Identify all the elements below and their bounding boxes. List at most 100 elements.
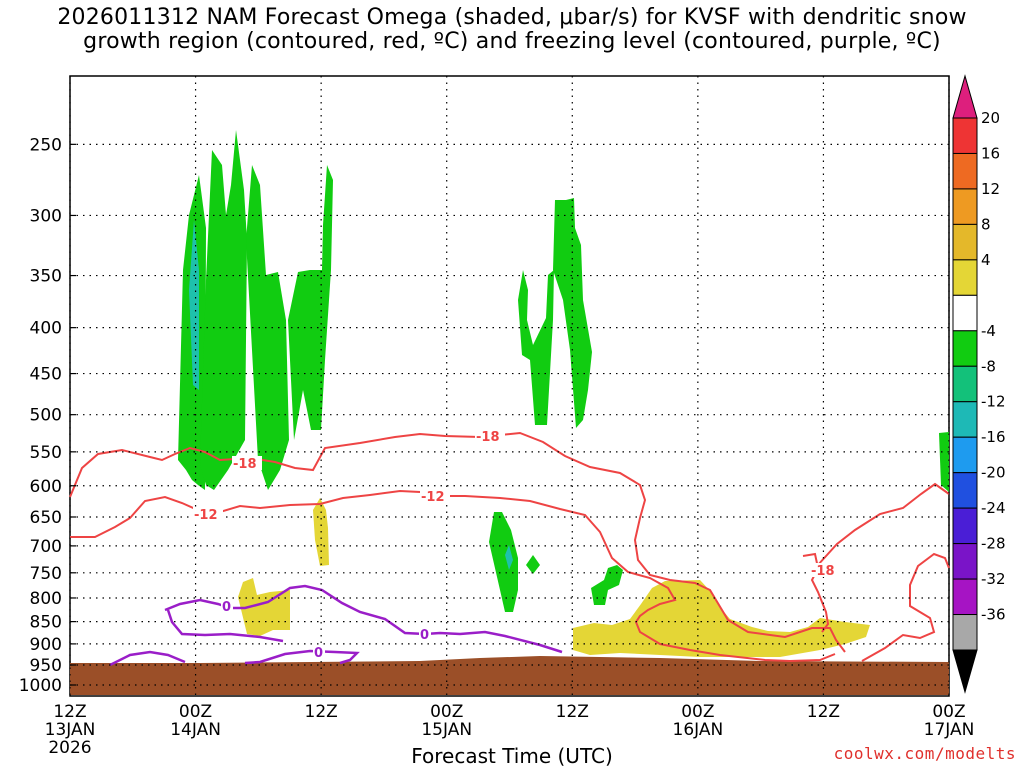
colorbar-label--12: -12 (981, 393, 1006, 411)
contour-label-dgz-18-a: -18 (233, 457, 257, 472)
dgz-contour-18-east-c (816, 482, 950, 567)
freezing-contour-c (109, 650, 186, 667)
contour-label-bg (193, 507, 223, 521)
colorbar-label-4: 4 (981, 251, 991, 269)
colorbar-label-20: 20 (981, 109, 1000, 127)
x-axis-label: Forecast Time (UTC) (411, 744, 613, 768)
y-tick-label-850: 850 (30, 613, 62, 633)
x-tick-label-0-1: 13JAN (45, 720, 96, 740)
y-tick-label-750: 750 (30, 564, 62, 584)
colorbar-swatch (952, 223, 978, 261)
x-tick-label-84-1: 17JAN (924, 720, 975, 740)
contour-labels: -18 -18 -18 -12 -12 0 0 0 (193, 429, 840, 661)
colorbar-label--8: -8 (981, 357, 996, 375)
colorbar-top-arrow (952, 74, 978, 119)
contour-label-dgz-12-a: -12 (421, 490, 445, 505)
x-tick-label-60-0: 00Z (681, 702, 714, 722)
y-tick-label-900: 900 (30, 635, 62, 655)
y-tick-label-600: 600 (30, 477, 62, 497)
y-axis-tick-labels: 2503003504004505005506006507007508008509… (19, 135, 62, 696)
omega-region-c (246, 165, 289, 490)
surface-ground-top (70, 656, 949, 670)
freezing-contour-d (244, 649, 360, 665)
y-tick-label-950: 950 (30, 656, 62, 676)
contour-label-freezing-a: 0 (222, 600, 231, 615)
colorbar-swatch (952, 259, 978, 296)
chart-title-line-1: 2026011312 NAM Forecast Omega (shaded, μ… (57, 5, 967, 30)
y-tick-label-300: 300 (30, 206, 62, 226)
contour-label-bg (221, 599, 233, 613)
colorbar-label--16: -16 (981, 428, 1006, 446)
contour-label-bg (419, 627, 431, 641)
x-tick-label-0-0: 12Z (53, 702, 86, 722)
grid-horizontal (70, 143, 949, 686)
colorbar-swatch (952, 472, 978, 509)
x-tick-label-36-0: 00Z (430, 702, 463, 722)
colorbar-swatch (952, 117, 978, 154)
x-tick-label-12-1: 14JAN (170, 720, 221, 740)
contour-label-dgz-18-b: -18 (476, 430, 500, 445)
dgz-contour-18-east-b (861, 552, 950, 662)
colorbar-label--4: -4 (981, 322, 996, 340)
x-tick-label-36-1: 15JAN (421, 720, 472, 740)
colorbar-swatch (952, 401, 978, 438)
y-tick-label-400: 400 (30, 319, 62, 339)
x-tick-label-24-0: 12Z (305, 702, 338, 722)
omega-core-b (505, 545, 513, 570)
contour-label-bg (313, 645, 325, 659)
contour-label-bg (420, 489, 450, 503)
contour-label-freezing-c: 0 (314, 646, 323, 661)
colorbar-label--20: -20 (981, 464, 1006, 482)
contour-label-dgz-12-b: -12 (194, 508, 218, 523)
omega-pos-c (573, 580, 870, 657)
x-tick-label-84-0: 00Z (932, 702, 965, 722)
dgz-contour-18-east-a (802, 552, 830, 633)
colorbar-swatch (952, 436, 978, 474)
omega-region-h (526, 555, 540, 574)
credit-text: coolwx.com/modelts (833, 744, 1016, 763)
freezing-contours (109, 584, 563, 667)
colorbar-label--32: -32 (981, 570, 1006, 588)
colorbar-swatch (952, 152, 978, 190)
colorbar: 20 16 12 8 4 -4 -8 -12 -16 -20 -24 -28 -32 -36 (952, 74, 1006, 694)
colorbar-swatch (952, 578, 978, 616)
omega-region-j (939, 432, 949, 492)
x-tick-label-72-0: 12Z (807, 702, 840, 722)
dgz-contour-18-west (69, 431, 846, 653)
colorbar-bottom-arrow (952, 649, 978, 694)
contour-label-bg (475, 429, 505, 443)
contour-label-dgz-18-c: -18 (811, 564, 835, 579)
colorbar-swatch (952, 365, 978, 403)
contour-label-bg (810, 563, 840, 577)
omega-pos-a (238, 578, 290, 636)
omega-region-f (553, 198, 592, 428)
colorbar-label--28: -28 (981, 535, 1006, 553)
y-tick-label-500: 500 (30, 406, 62, 426)
colorbar-swatch (952, 330, 978, 367)
y-tick-label-1000: 1000 (19, 676, 62, 696)
colorbar-swatch (952, 507, 978, 545)
omega-region-i (591, 565, 623, 605)
omega-shading-strong (189, 220, 513, 570)
colorbar-swatch (952, 614, 978, 651)
contour-label-freezing-b: 0 (420, 628, 429, 643)
omega-shading-negative (178, 130, 949, 612)
y-tick-label-550: 550 (30, 443, 62, 463)
omega-shading-positive (238, 498, 870, 657)
omega-region-b (200, 130, 247, 490)
omega-region-d (288, 165, 333, 440)
colorbar-label-12: 12 (981, 180, 1000, 198)
colorbar-label-16: 16 (981, 144, 1000, 162)
chart-title: 2026011312 NAM Forecast Omega (shaded, μ… (0, 6, 1024, 54)
x-tick-label-0-2: 2026 (48, 738, 91, 758)
omega-region-g (489, 512, 518, 612)
y-tick-label-450: 450 (30, 365, 62, 385)
colorbar-swatch (952, 294, 978, 332)
omega-region-e (518, 270, 554, 425)
colorbar-label--24: -24 (981, 499, 1006, 517)
y-tick-label-800: 800 (30, 589, 62, 609)
colorbar-swatch (952, 188, 978, 225)
y-tick-label-350: 350 (30, 267, 62, 287)
colorbar-swatch (952, 543, 978, 580)
